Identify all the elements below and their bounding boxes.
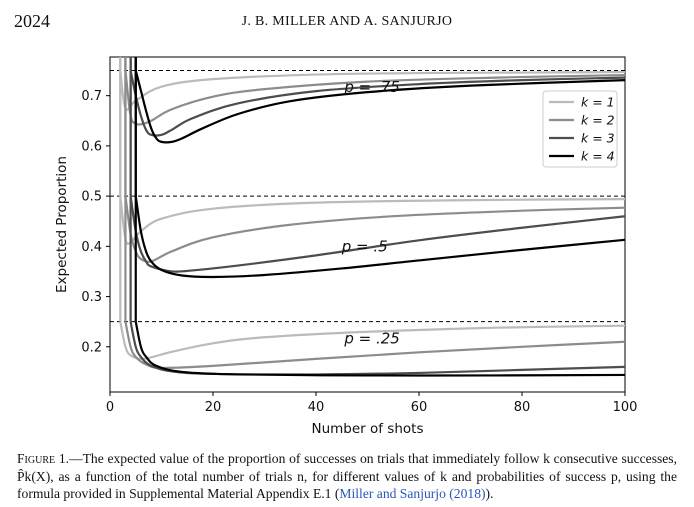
y-tick-label: 0.6 [81,139,102,154]
y-tick-label: 0.2 [81,340,102,355]
p-annotation: p = .25 [343,329,399,347]
p-annotation: p = .5 [341,237,388,255]
legend-label: k = 3 [581,131,615,146]
series-line-p0.5-k4 [134,195,625,279]
page-number: 2024 [14,11,50,31]
figure-caption: Figure 1.—The expected value of the prop… [17,450,677,503]
x-tick-label: 100 [613,400,638,415]
legend-label: k = 1 [581,95,615,110]
series-group [119,57,625,377]
legend-label: k = 2 [581,113,615,128]
series-line-p0.25-k1 [119,321,625,361]
y-tick-label: 0.7 [81,89,102,104]
x-tick-label: 0 [106,400,114,415]
caption-label: Figure 1. [17,451,70,466]
p-annotation: p = .75 [343,78,399,96]
series-line-p0.5-k1 [119,195,625,246]
x-tick-label: 20 [205,400,222,415]
legend-box [542,90,618,168]
x-tick-label: 80 [514,400,531,415]
plot-frame [109,56,626,393]
y-tick-label: 0.4 [81,240,102,255]
caption-end: ). [485,486,494,502]
series-line-p0.75-k4 [134,70,625,144]
citation-link[interactable]: Miller and Sanjurjo (2018) [339,486,486,502]
series-line-p0.25-k2 [124,321,625,370]
y-tick-label: 0.5 [81,190,102,205]
series-line-p0.25-k4 [134,321,625,377]
series-line-p0.5-k3 [129,195,625,273]
caption-text: —The expected value of the proportion of… [17,451,677,502]
series-line-p0.75-k3 [129,70,625,137]
y-tick-label: 0.3 [81,290,102,305]
expected-proportion-chart: 0 20 40 60 80 100 0.2 0.3 0.4 0.5 0.6 0.7 Number of … [54,56,638,437]
running-head: J. B. MILLER AND A. SANJURJO [241,14,453,29]
x-tick-label: 60 [411,400,428,415]
legend-label: k = 4 [581,149,615,164]
y-axis-label: Expected Proportion [54,156,70,293]
x-tick-label: 40 [308,400,325,415]
x-axis-label: Number of shots [311,421,423,437]
